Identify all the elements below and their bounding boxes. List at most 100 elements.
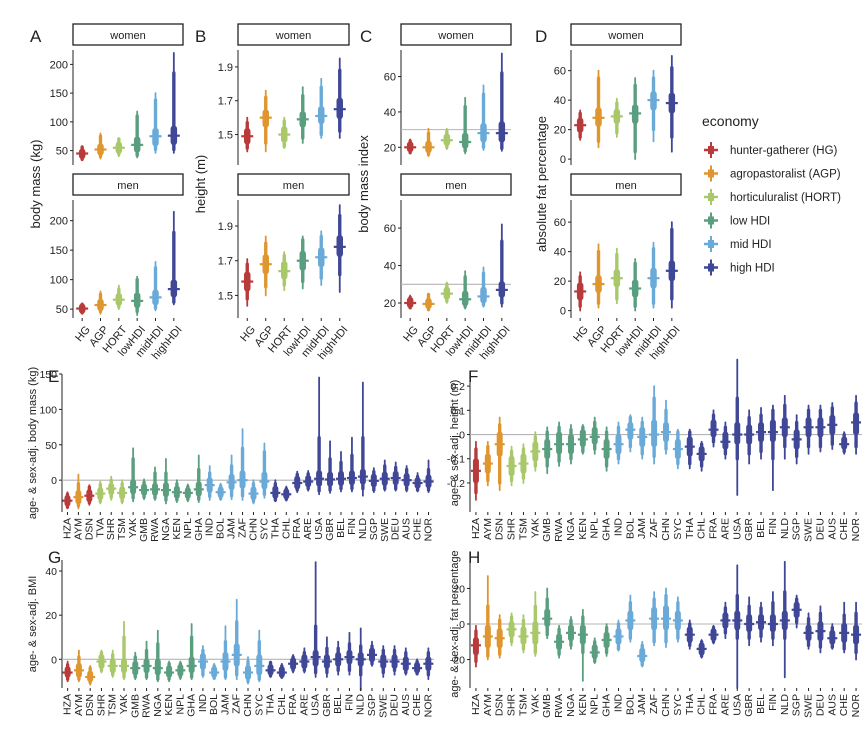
y-tick-label: 1.7 [218, 256, 233, 268]
x-tick-label: AUS [826, 694, 838, 716]
facet-strip [72, 173, 184, 196]
facet-strip [400, 23, 512, 46]
x-tick-label: SGP [368, 518, 380, 540]
x-tick-label: NPL [589, 518, 601, 539]
y-tick-label: 60 [554, 66, 566, 78]
x-tick-label: FIN [767, 518, 779, 535]
x-tick-label: TSM [107, 694, 119, 716]
x-tick-label: ARE [298, 694, 310, 716]
x-tick-label: SYC [672, 518, 684, 540]
x-tick-label: NPL [589, 694, 601, 715]
x-tick-label: TSM [116, 518, 128, 540]
x-tick-label: FRA [708, 694, 720, 715]
x-tick-label: DEU [390, 518, 402, 540]
panel-letter: E [48, 367, 59, 386]
x-tick-label: BEL [755, 518, 767, 538]
y-axis-label: body mass index [356, 135, 371, 233]
y-tick-label: 40 [554, 247, 566, 259]
x-tick-label: RWA [141, 694, 153, 718]
x-tick-label: IND [612, 518, 624, 537]
x-tick-label: FIN [343, 694, 355, 711]
x-tick-label: NGA [152, 694, 164, 717]
x-tick-label: USA [310, 694, 322, 716]
y-tick-label: 50 [56, 146, 68, 158]
x-tick-label: NPL [182, 518, 194, 539]
facet-strip [400, 173, 512, 196]
panel-letter: D [535, 27, 547, 46]
x-tick-label: CHL [696, 694, 708, 715]
y-tick-label: 0 [560, 306, 566, 318]
y-tick-label: 40 [554, 95, 566, 107]
x-tick-label: KEN [577, 518, 589, 540]
x-tick-label: AYM [482, 518, 494, 540]
y-axis-label: body mass (kg) [28, 140, 43, 229]
y-tick-label: 100 [39, 404, 57, 416]
x-tick-label: FRA [291, 518, 303, 539]
x-tick-label: NLD [357, 518, 369, 539]
x-tick-label: GMB [138, 518, 150, 542]
x-tick-label: ZAF [231, 694, 243, 714]
legend-item-midhdi: mid HDI [704, 236, 772, 252]
y-axis-label: age- & sex-adj. fat percentage [449, 550, 461, 697]
facet-women: women 1.5 1.7 1.9 [218, 23, 350, 165]
x-tick-label: SHR [506, 518, 518, 541]
facet-strip-label: women [437, 30, 473, 42]
y-tick-label: 20 [554, 125, 566, 137]
x-tick-label: NLD [355, 694, 367, 715]
y-tick-label: 150 [50, 88, 68, 100]
x-tick-label: GHA [193, 518, 205, 541]
y-tick-label: 1.7 [218, 96, 233, 108]
facet-strip-label: men [445, 180, 466, 192]
x-tick-label: AYM [73, 694, 85, 716]
x-tick-label: CHE [838, 518, 850, 540]
x-tick-label: THA [684, 518, 696, 539]
x-tick-label: FIN [767, 694, 779, 711]
y-tick-label: 20 [453, 583, 465, 595]
facet-strip [237, 173, 350, 196]
panel-letter: F [468, 367, 478, 386]
facet-strip-label: women [607, 30, 643, 42]
legend-title: economy [702, 113, 759, 129]
x-tick-label: RWA [553, 518, 565, 542]
facet-strip-label: men [283, 180, 304, 192]
x-tick-label: JAM [226, 518, 238, 539]
x-tick-label: SWE [377, 694, 389, 718]
x-tick-label: BEL [335, 518, 347, 538]
x-tick-label: SYC [672, 694, 684, 716]
x-tick-label: CHE [412, 518, 424, 540]
x-tick-label: YAK [118, 694, 130, 714]
x-tick-label: KEN [163, 694, 175, 716]
x-tick-label: KEN [577, 694, 589, 716]
x-tick-label: AUS [826, 518, 838, 540]
facet-women: women 50 100 150 200 [50, 23, 184, 165]
facet-women: women 0 20 40 60 [554, 23, 682, 166]
x-tick-label: GMB [541, 694, 553, 718]
x-tick-label: AYM [482, 694, 494, 716]
facet-strip [72, 23, 184, 46]
y-tick-label: 150 [50, 245, 68, 257]
panel-letter: H [468, 548, 480, 567]
x-tick-label: THA [265, 694, 277, 715]
x-tick-label: CHN [660, 694, 672, 717]
legend: economy hunter-gatherer (HG) agropastoral… [702, 113, 841, 276]
x-tick-label: DSN [84, 694, 96, 716]
x-tick-label: FIN [346, 518, 358, 535]
y-tick-label: 60 [384, 72, 396, 84]
legend-item-hg: hunter-gatherer (HG) [704, 142, 838, 158]
x-tick-label: SWE [803, 518, 815, 542]
y-tick-label: 20 [384, 142, 396, 154]
x-tick-label: SYC [258, 518, 270, 540]
legend-item-hort: horticuluralist (HORT) [704, 189, 841, 205]
x-tick-label: JAM [219, 694, 231, 715]
x-tick-label: GMB [129, 694, 141, 718]
panel-letter: C [360, 27, 372, 46]
y-tick-label: 0.2 [450, 381, 465, 393]
y-tick-label: 1.5 [218, 290, 233, 302]
facet-strip [237, 23, 350, 46]
x-tick-label: HZA [470, 694, 482, 715]
